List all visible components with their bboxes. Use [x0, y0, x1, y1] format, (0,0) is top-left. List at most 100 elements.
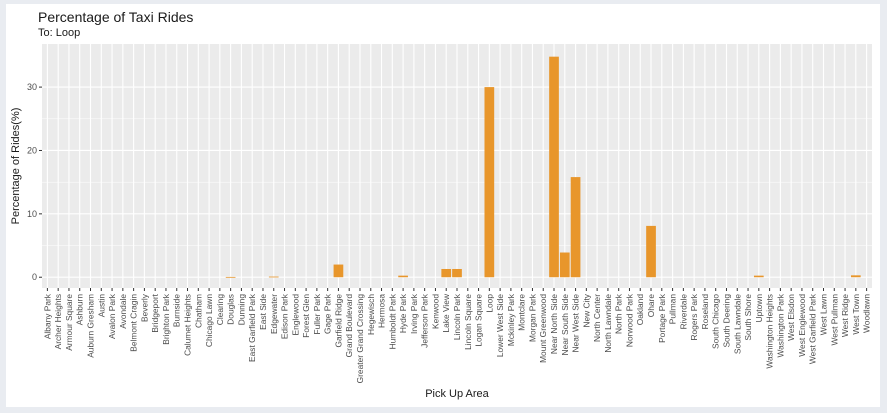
y-tick-label: 0 — [32, 272, 37, 282]
x-tick-label: Woodlawn — [862, 294, 872, 333]
x-tick-label: Forest Glen — [301, 294, 311, 338]
bar — [484, 87, 495, 278]
x-tick-label: East Side — [258, 294, 268, 330]
bars — [225, 56, 861, 278]
x-tick-label: North Park — [614, 293, 624, 334]
y-axis-title: Percentage of Rides(%) — [10, 108, 22, 225]
x-tick-label: East Garfield Park — [247, 293, 257, 362]
x-tick-label: Jefferson Park — [420, 293, 430, 348]
x-tick-label: Near West Side — [571, 294, 581, 353]
x-tick-label: Armour Square — [64, 294, 74, 351]
bar — [333, 264, 344, 278]
x-tick-label: Riverdale — [678, 294, 688, 330]
bar — [559, 252, 570, 278]
x-tick-label: Bridgeport — [150, 293, 160, 332]
bar — [268, 276, 279, 278]
x-tick-label: Fuller Park — [312, 293, 322, 334]
bar — [398, 275, 408, 278]
x-tick-label: Hermosa — [377, 294, 387, 328]
x-tick-label: West Ridge — [840, 294, 850, 337]
x-tick-label: Brighton Park — [161, 293, 171, 345]
x-tick-label: Morgan Park — [527, 293, 537, 342]
x-tick-label: Mount Greenwood — [538, 294, 548, 363]
x-tick-label: West Garfield Park — [808, 293, 818, 364]
x-tick-label: Douglas — [226, 294, 236, 325]
x-tick-label: North Lawndale — [603, 294, 613, 353]
x-tick-label: Auburn Gresham — [86, 294, 96, 358]
x-tick-label: Garfield Ridge — [333, 294, 343, 348]
bar — [549, 56, 559, 278]
x-tick-label: West Elsdon — [786, 294, 796, 341]
chart-frame: Percentage of Taxi Rides To: Loop 0 10 20 3… — [6, 4, 880, 407]
x-tick-label: West Town — [851, 294, 861, 335]
x-tick-label: Oakland — [635, 294, 645, 326]
x-axis-title: Pick Up Area — [425, 388, 489, 400]
x-tick-label: Hegewisch — [366, 294, 376, 335]
x-tick-label: Lincoln Square — [463, 294, 473, 350]
x-tick-label: South Lawndale — [732, 294, 742, 354]
x-tick-label: Lincoln Park — [452, 293, 462, 340]
gridlines — [42, 44, 872, 288]
x-tick-label: Uptown — [754, 294, 764, 323]
y-axis: 0 10 20 30 — [27, 82, 42, 282]
x-tick-label: Edgewater — [269, 294, 279, 334]
x-tick-label: Loop — [484, 294, 494, 313]
x-tick-label: Mckinley Park — [506, 293, 516, 346]
x-tick-label: Clearing — [215, 294, 225, 326]
x-tick-label: South Deering — [721, 294, 731, 348]
x-tick-label: West Lawn — [818, 294, 828, 336]
bar — [646, 225, 656, 278]
x-tick-label: Edison Park — [280, 293, 290, 339]
x-tick-label: Austin — [96, 294, 106, 318]
y-tick-label: 30 — [27, 82, 37, 92]
x-tick-label: Beverly — [139, 293, 149, 322]
x-tick-label: Dunning — [236, 294, 246, 326]
x-tick-label: Albany Park — [42, 293, 52, 339]
x-tick-label: Irving Park — [409, 293, 419, 334]
x-tick-label: Portage Park — [657, 293, 667, 343]
x-tick-label: Gage Park — [323, 293, 333, 334]
chart-subtitle: To: Loop — [38, 27, 81, 39]
x-tick-label: South Shore — [743, 294, 753, 341]
x-tick-label: Greater Grand Crossing — [355, 294, 365, 384]
bar — [441, 268, 452, 278]
x-tick-label: Washington Park — [775, 293, 785, 357]
x-tick-label: Englewood — [290, 294, 300, 336]
x-tick-label: Norwood Park — [624, 293, 634, 347]
chart-title: Percentage of Taxi Rides — [38, 9, 194, 25]
x-tick-label: Roseland — [700, 294, 710, 330]
x-tick-label: Near North Side — [549, 294, 559, 354]
x-tick-label: Archer Heights — [53, 294, 63, 349]
bar — [225, 276, 236, 278]
x-tick-label: North Center — [592, 294, 602, 342]
x-tick-label: Chatham — [193, 294, 203, 328]
x-tick-label: Belmont Cragin — [129, 294, 139, 352]
x-tick-label: South Chicago — [711, 294, 721, 349]
x-tick-label: Ashburn — [75, 294, 85, 326]
x-tick-label: Rogers Park — [689, 293, 699, 340]
x-tick-label: Avondale — [118, 294, 128, 329]
x-tick-label: Kenwood — [430, 294, 440, 329]
x-tick-label: Lower West Side — [495, 294, 505, 357]
bar — [753, 275, 764, 278]
x-tick-label: Pullman — [668, 294, 678, 325]
bar-chart: 0 10 20 30 Albany Park Archer Heights Armour … — [10, 44, 872, 400]
x-tick-label: Hyde Park — [398, 293, 408, 333]
x-tick-label: Avalon Park — [107, 293, 117, 339]
x-tick-label: West Pullman — [829, 294, 839, 346]
x-tick-label: Logan Square — [474, 294, 484, 347]
x-tick-label: Humboldt Park — [387, 293, 397, 349]
x-tick-label: Lake View — [441, 293, 451, 332]
x-tick-label: Burnside — [172, 294, 182, 327]
x-tick-label: Chicago Lawn — [204, 294, 214, 347]
x-tick-label: Calumet Heights — [183, 294, 193, 356]
x-tick-label: Washington Heights — [765, 294, 775, 369]
x-tick-label: Near South Side — [560, 294, 570, 356]
x-tick-label: Montclare — [517, 294, 527, 331]
bar — [570, 177, 581, 278]
bar — [452, 268, 462, 278]
x-tick-label: New City — [581, 293, 591, 327]
x-tick-label: Ohare — [646, 294, 656, 318]
x-axis: Albany Park Archer Heights Armour Square As… — [42, 288, 872, 384]
x-tick-label: West Englewood — [797, 294, 807, 357]
